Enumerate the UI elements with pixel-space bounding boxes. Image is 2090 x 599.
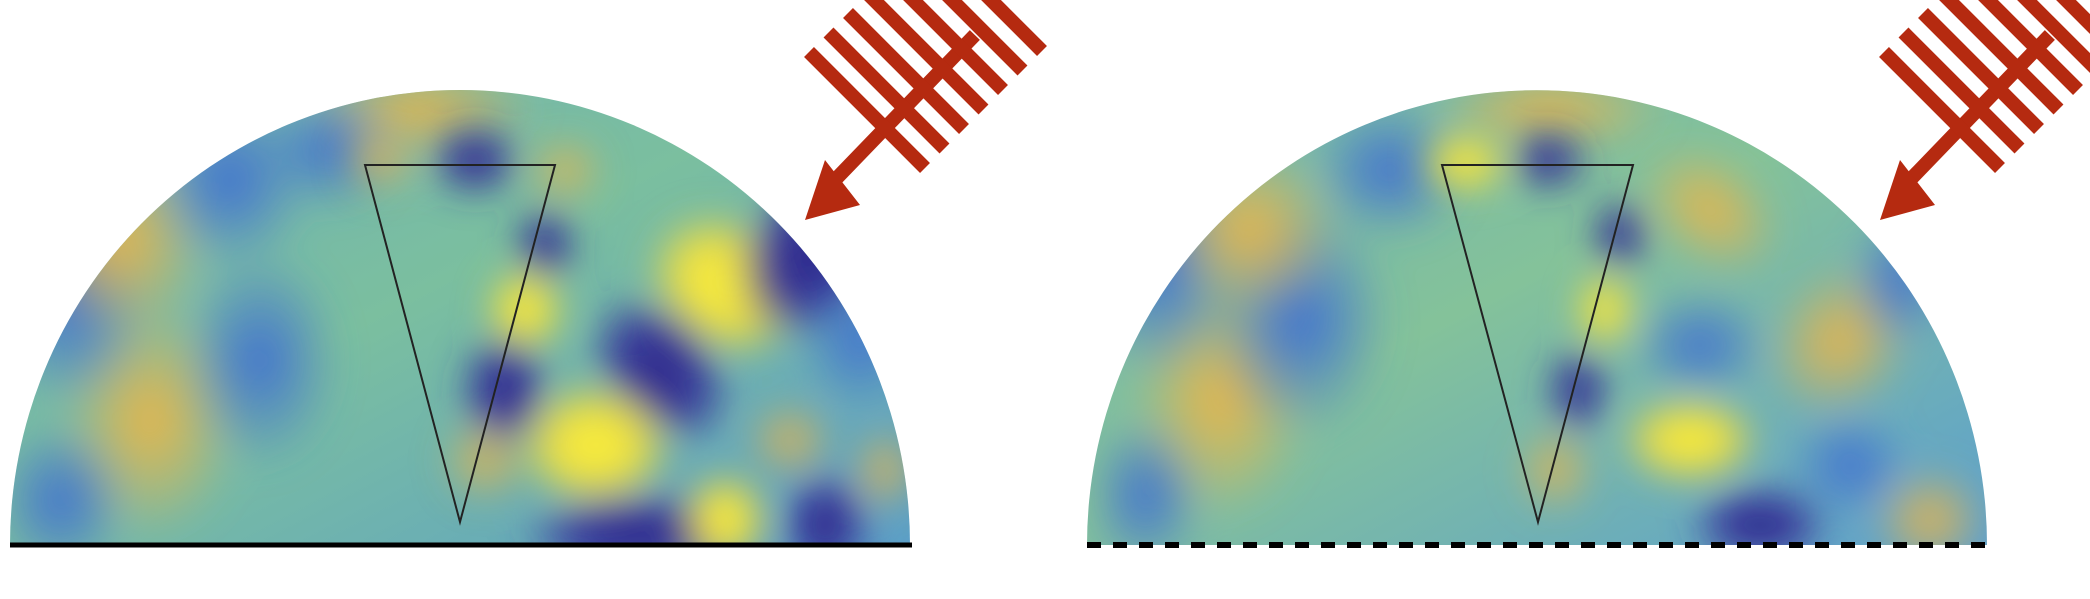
incident-wavefront-line (1898, 27, 2025, 154)
incident-wavefront-line (981, 0, 1047, 56)
left-panel (10, 0, 1047, 548)
incident-wavefront-line (1879, 47, 2005, 173)
incident-wavefront-line (864, 0, 989, 115)
right-scatterer-outline (1440, 164, 1635, 526)
right-field (1087, 90, 1987, 545)
incident-wavefront-line (1978, 0, 2083, 95)
incident-wavefront-line (1939, 0, 2064, 115)
left-incident-wave-icon (804, 0, 1047, 220)
incident-wave-arrowhead (805, 160, 860, 220)
left-scatterer-outline (363, 164, 557, 526)
incident-wavefront-line (823, 27, 950, 154)
incident-wavefront-line (2017, 0, 2090, 73)
left-field (10, 90, 910, 545)
incident-wavefront-line (942, 0, 1028, 76)
incident-wavefront-line (903, 0, 1008, 95)
right-incident-wave-icon (1879, 0, 2090, 220)
incident-wavefront-line (1918, 8, 2044, 134)
right-panel (1087, 0, 2090, 548)
incident-wave-arrowhead (1880, 160, 1935, 220)
incident-wavefront-line (804, 47, 930, 173)
incident-wavefront-line (843, 8, 969, 134)
